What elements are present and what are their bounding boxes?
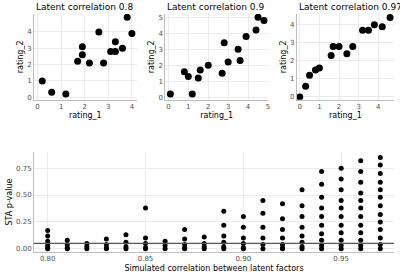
svg-text:4: 4 <box>376 103 381 111</box>
svg-text:STA p-value: STA p-value <box>5 178 14 225</box>
svg-text:4: 4 <box>130 103 135 111</box>
svg-text:rating_2: rating_2 <box>16 40 25 73</box>
svg-text:0.50: 0.50 <box>16 191 32 199</box>
svg-text:0: 0 <box>27 94 31 102</box>
svg-text:1: 1 <box>290 75 294 83</box>
svg-text:0: 0 <box>290 93 294 101</box>
svg-text:0.85: 0.85 <box>138 255 154 263</box>
svg-text:2: 2 <box>27 61 31 69</box>
svg-text:2: 2 <box>82 103 86 111</box>
svg-text:Simulated correlation between: Simulated correlation between latent fac… <box>124 264 303 273</box>
svg-text:0.75: 0.75 <box>16 165 32 173</box>
svg-text:0.90: 0.90 <box>236 255 252 263</box>
svg-text:Latent correlation 0.9: Latent correlation 0.9 <box>167 2 264 12</box>
svg-text:0: 0 <box>298 103 302 111</box>
svg-text:0: 0 <box>159 94 163 102</box>
svg-text:0: 0 <box>166 103 170 111</box>
svg-text:rating_2: rating_2 <box>147 40 156 73</box>
svg-text:rating_1: rating_1 <box>69 111 102 120</box>
svg-text:4: 4 <box>290 21 295 29</box>
svg-text:3: 3 <box>290 39 294 47</box>
svg-text:1: 1 <box>317 103 321 111</box>
svg-text:1: 1 <box>27 77 31 85</box>
svg-text:3: 3 <box>106 103 110 111</box>
svg-text:2: 2 <box>159 62 163 70</box>
svg-text:0.00: 0.00 <box>16 245 32 253</box>
svg-text:5: 5 <box>159 14 163 22</box>
svg-text:0.80: 0.80 <box>40 255 56 263</box>
svg-text:4: 4 <box>246 103 251 111</box>
svg-text:0: 0 <box>35 103 39 111</box>
svg-text:2: 2 <box>337 103 341 111</box>
svg-text:1: 1 <box>159 78 163 86</box>
svg-text:2: 2 <box>290 57 294 65</box>
svg-text:1: 1 <box>59 103 63 111</box>
svg-text:0.25: 0.25 <box>16 218 32 226</box>
svg-text:rating_1: rating_1 <box>329 111 362 120</box>
svg-text:3: 3 <box>356 103 360 111</box>
svg-text:4: 4 <box>159 30 164 38</box>
svg-text:3: 3 <box>226 103 230 111</box>
svg-text:3: 3 <box>159 46 163 54</box>
svg-text:0.95: 0.95 <box>333 255 349 263</box>
svg-text:Latent correlation 0.8: Latent correlation 0.8 <box>36 2 133 12</box>
svg-text:Latent correlation 0.97: Latent correlation 0.97 <box>299 2 400 12</box>
svg-text:2: 2 <box>206 103 210 111</box>
svg-text:rating_2: rating_2 <box>279 40 288 73</box>
svg-text:4: 4 <box>27 28 32 36</box>
svg-text:rating_1: rating_1 <box>200 111 233 120</box>
svg-text:5: 5 <box>266 103 270 111</box>
svg-text:3: 3 <box>27 45 31 53</box>
svg-text:1: 1 <box>186 103 190 111</box>
